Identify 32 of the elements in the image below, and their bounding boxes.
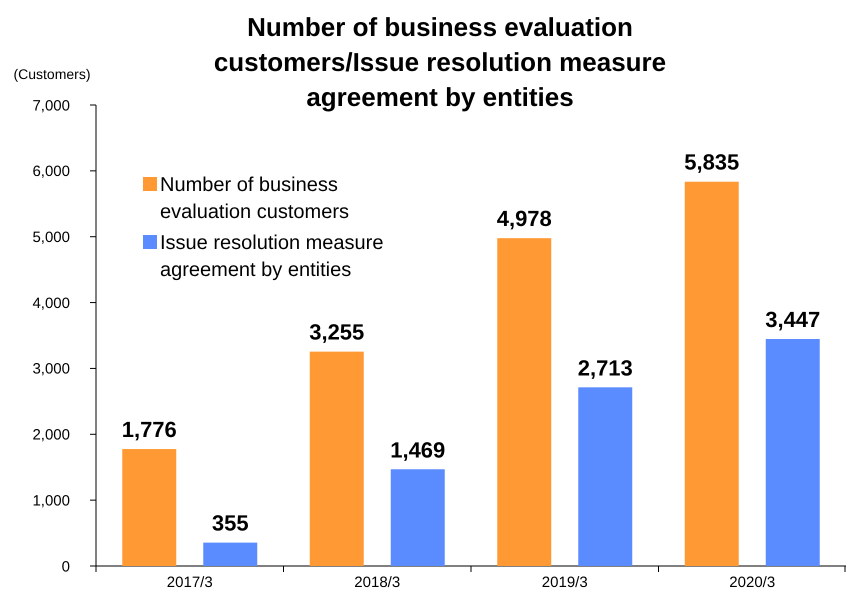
bar (497, 238, 552, 566)
data-label: 355 (212, 510, 249, 536)
bar (122, 449, 176, 566)
data-label: 3,255 (309, 320, 364, 345)
legend-label: Number of business evaluation customers (160, 174, 349, 223)
y-tick-label: 2,000 (32, 426, 70, 444)
bar (203, 542, 258, 566)
data-label: 4,978 (496, 206, 552, 232)
x-tick-label: 2019/3 (542, 574, 588, 591)
data-label: 1,776 (122, 417, 177, 442)
bar (684, 182, 739, 566)
x-tick-label: 2018/3 (354, 574, 400, 591)
y-tick-label: 5,000 (32, 228, 70, 246)
bar (310, 352, 364, 566)
y-tick-label: 1,000 (32, 492, 70, 510)
x-tick-label: 2020/3 (729, 574, 776, 591)
legend-label: Issue resolution measure agreement by entities (160, 232, 384, 281)
bar (390, 469, 445, 566)
data-label: 5,835 (684, 150, 740, 175)
x-tick-label: 2017/3 (166, 574, 213, 591)
bar (578, 387, 632, 566)
chart-title: Number of business evaluation customers/Issue resolution measure agreement by entities (214, 12, 666, 112)
data-label: 3,447 (765, 306, 820, 332)
y-tick-label: 6,000 (32, 163, 70, 180)
y-tick-label: 4,000 (32, 294, 70, 312)
y-tick-label: 0 (62, 558, 70, 576)
y-tick-label: 3,000 (32, 360, 70, 378)
y-axis-title: (Customers) (13, 66, 91, 82)
y-tick-label: 7,000 (32, 97, 70, 114)
data-label: 2,713 (578, 355, 633, 380)
bar (766, 338, 820, 566)
data-label: 1,469 (390, 437, 446, 462)
